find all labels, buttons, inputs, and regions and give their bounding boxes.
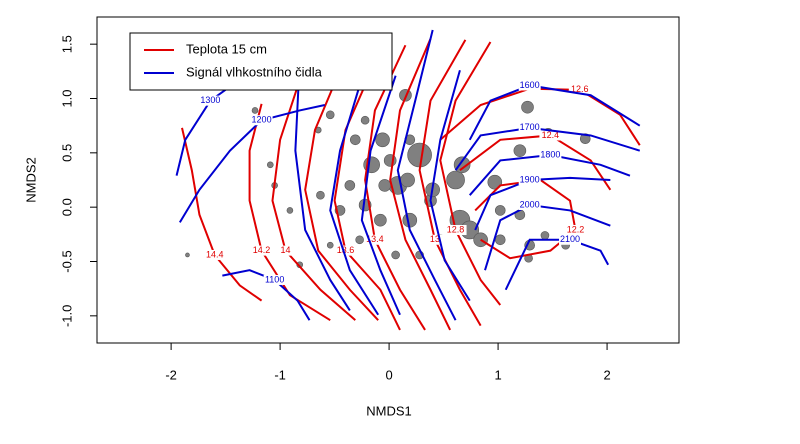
- point: [344, 180, 356, 191]
- contour-label-bg: [274, 245, 297, 256]
- contour-line: [439, 41, 502, 306]
- point: [407, 142, 432, 168]
- contour-label-bg: [518, 80, 541, 91]
- x-tick-label: 0: [385, 367, 392, 382]
- point: [251, 107, 259, 114]
- legend-label: Teplota 15 cm: [186, 41, 267, 56]
- point: [360, 115, 370, 125]
- x-tick-label: 1: [494, 367, 501, 382]
- contour-label-bg: [334, 245, 357, 256]
- contour-label: 1900: [520, 174, 540, 184]
- contour-label: 12.2: [567, 224, 585, 234]
- contour-label: 1300: [200, 95, 220, 105]
- legend-box: [129, 32, 393, 91]
- contour-label-bg: [539, 130, 562, 141]
- point: [521, 100, 534, 114]
- contour-line: [178, 104, 325, 223]
- contour-label: 13.6: [337, 245, 355, 255]
- contour-label-bg: [444, 224, 467, 235]
- contour-line: [294, 60, 351, 311]
- point: [374, 213, 387, 227]
- y-tick-label: 1.5: [59, 35, 74, 53]
- contour-label: 14.2: [253, 245, 271, 255]
- contour-line: [304, 69, 379, 321]
- x-axis-label: NMDS1: [366, 403, 412, 418]
- point: [325, 110, 335, 120]
- contour-line: [429, 69, 471, 302]
- contour-label-bg: [250, 245, 273, 256]
- contour-line: [271, 79, 356, 321]
- contour-label-bg: [423, 234, 446, 245]
- x-tick-label: -1: [274, 367, 286, 382]
- contour-label: 1700: [520, 122, 540, 132]
- contour-line: [360, 75, 401, 316]
- legend-label: Signál vlhkostního čidla: [186, 64, 323, 79]
- point: [579, 133, 591, 145]
- point: [540, 231, 550, 240]
- point: [453, 156, 471, 174]
- y-axis-label: NMDS2: [23, 157, 38, 203]
- contour-label: 13.4: [366, 234, 384, 244]
- point: [316, 190, 325, 200]
- point: [185, 252, 190, 258]
- x-tick-label: -2: [165, 367, 177, 382]
- contour-label: 14: [281, 245, 291, 255]
- contour-label-bg: [199, 95, 222, 106]
- contour-label: 1200: [252, 115, 272, 125]
- point: [355, 235, 364, 245]
- contour-label-bg: [559, 234, 582, 245]
- contour-line: [389, 38, 452, 331]
- contour-label-bg: [250, 115, 273, 126]
- point: [513, 144, 527, 157]
- contour-line: [504, 238, 610, 291]
- point: [391, 250, 400, 260]
- x-tick-label: 2: [603, 367, 610, 382]
- contour-label-bg: [203, 249, 226, 260]
- contour-label: 1100: [265, 274, 284, 284]
- contour-label-bg: [539, 150, 562, 161]
- contour-line: [396, 29, 457, 321]
- y-tick-label: -1.0: [59, 305, 74, 327]
- point: [375, 132, 390, 148]
- contour-label-bg: [564, 224, 587, 235]
- contour-label-bg: [363, 234, 386, 245]
- point: [494, 234, 506, 246]
- contour-line: [364, 44, 426, 331]
- contour-label-bg: [518, 175, 541, 185]
- contour-line: [181, 127, 263, 302]
- point: [326, 241, 334, 249]
- contour-label: 1600: [520, 80, 540, 90]
- contour-label-bg: [568, 84, 591, 95]
- point: [494, 205, 506, 216]
- contour-label-bg: [518, 122, 541, 133]
- point: [266, 161, 274, 169]
- contour-label: 14.4: [206, 249, 224, 259]
- contour-line: [329, 85, 380, 316]
- contour-label: 2100: [560, 234, 580, 244]
- contour-line: [474, 178, 577, 260]
- point: [286, 207, 294, 214]
- y-tick-label: 0.5: [59, 144, 74, 162]
- contour-label: 13: [430, 234, 440, 244]
- point: [446, 170, 465, 190]
- contour-label-bg: [263, 274, 286, 285]
- point: [487, 174, 503, 190]
- contour-label: 12.8: [447, 224, 465, 234]
- contour-label: 1800: [540, 149, 560, 159]
- contour-line: [175, 74, 246, 176]
- contour-label: 2000: [520, 199, 540, 209]
- point: [400, 172, 415, 188]
- point: [378, 179, 392, 192]
- point: [350, 134, 361, 146]
- contour-line: [418, 39, 482, 327]
- contour-label: 12.6: [571, 84, 589, 94]
- y-tick-label: -0.5: [59, 250, 74, 272]
- contour-label-bg: [518, 199, 541, 210]
- y-tick-label: 1.0: [59, 89, 74, 107]
- contour-label: 12.4: [542, 130, 560, 140]
- y-tick-label: 0.0: [59, 198, 74, 216]
